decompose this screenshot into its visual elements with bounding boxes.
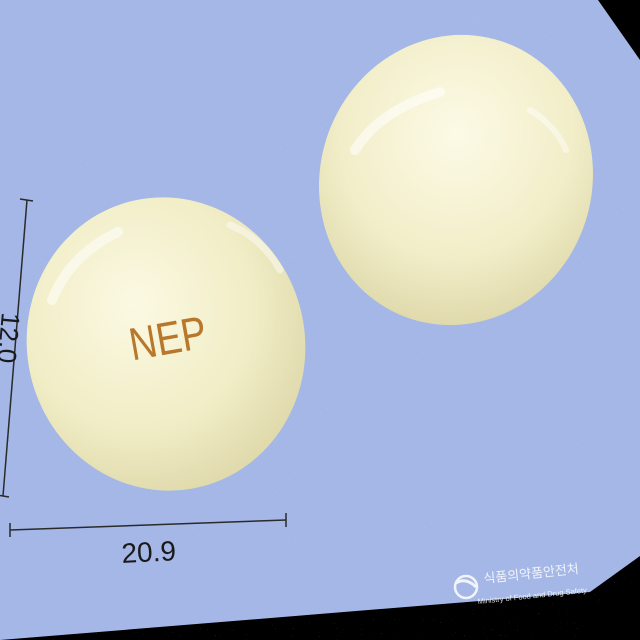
tablet-back (319, 34, 593, 326)
mfds-logo (453, 574, 479, 600)
height-dimension-line (0, 198, 34, 498)
height-measurement: 12.0 (0, 311, 26, 364)
width-measurement: 20.9 (121, 535, 177, 569)
tablet-front (26, 197, 306, 491)
width-dimension-line (9, 513, 287, 537)
